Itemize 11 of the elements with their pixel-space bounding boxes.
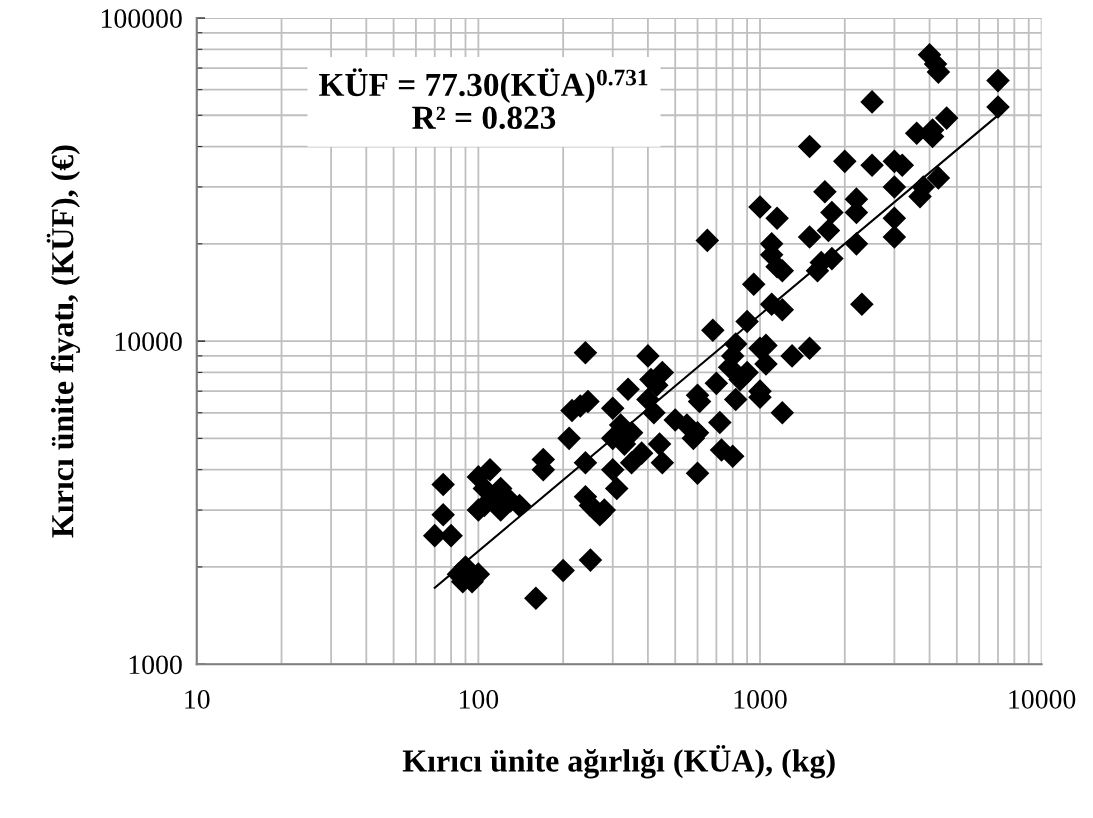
x-tick-label: 100 — [459, 690, 499, 709]
y-tick-label: 100000 — [101, 9, 182, 28]
y-tick-label: 1000 — [129, 655, 182, 675]
y-axis-title: Kırıcı ünite fiyatı, (KÜF), (€) — [46, 145, 81, 538]
x-tick-label: 10000 — [1009, 690, 1076, 709]
x-tick-label: 1000 — [734, 690, 787, 709]
annotation: R² = 0.823 — [412, 106, 556, 130]
annotation: KÜF = 77.30(KÜA)$^{0.731}$ — [319, 68, 648, 103]
y-tick-label: 10000 — [115, 332, 182, 352]
x-tick-label: 10 — [185, 690, 210, 709]
x-axis-title: Kırıcı ünite ağırlığı (KÜA), (kg) — [402, 744, 835, 779]
